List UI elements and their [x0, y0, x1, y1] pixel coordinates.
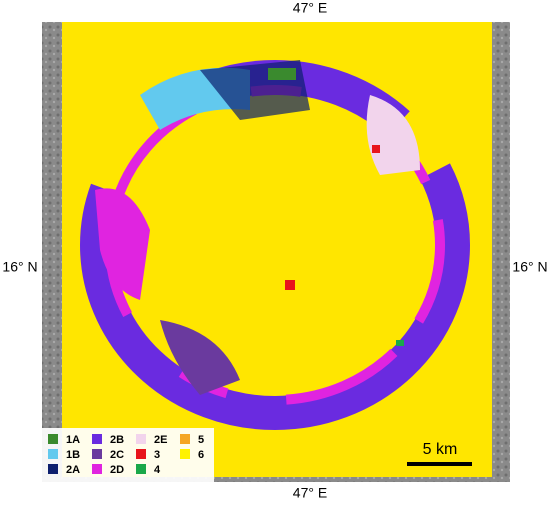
- legend-swatch: [136, 464, 146, 474]
- legend-swatch: [136, 449, 146, 459]
- legend-swatch: [48, 449, 58, 459]
- scale-bar-label: 5 km: [423, 441, 458, 458]
- legend-swatch: [92, 449, 102, 459]
- legend-label: 3: [154, 449, 160, 461]
- top-label: 47° E: [293, 0, 327, 16]
- class-3-patch: [372, 145, 380, 153]
- legend-label: 2C: [110, 449, 124, 461]
- right-label: 16° N: [512, 259, 547, 275]
- legend-swatch: [180, 434, 190, 444]
- legend-label: 6: [198, 449, 204, 461]
- legend: 1A 1B 2A 2B 2C 2D 2E 3 4 5 6: [48, 434, 204, 476]
- left-label: 16° N: [2, 259, 37, 275]
- bottom-label: 47° E: [293, 485, 327, 501]
- legend-label: 4: [154, 464, 161, 476]
- class-4-patch: [396, 340, 404, 346]
- legend-swatch: [48, 434, 58, 444]
- class-2c-patch: [160, 320, 240, 395]
- legend-label: 2D: [110, 464, 124, 476]
- legend-label: 2B: [110, 434, 124, 446]
- class-1a-patch: [268, 68, 296, 80]
- class-3-patch: [285, 280, 295, 290]
- legend-swatch: [136, 434, 146, 444]
- legend-swatch: [92, 464, 102, 474]
- legend-label: 2E: [154, 434, 167, 446]
- legend-swatch: [92, 434, 102, 444]
- legend-label: 5: [198, 434, 204, 446]
- legend-swatch: [180, 449, 190, 459]
- class-2e-patch: [366, 95, 420, 175]
- legend-label: 2A: [66, 464, 80, 476]
- legend-swatch: [48, 464, 58, 474]
- legend-label: 1A: [66, 434, 80, 446]
- class-2d-patch: [95, 188, 150, 300]
- legend-label: 1B: [66, 449, 80, 461]
